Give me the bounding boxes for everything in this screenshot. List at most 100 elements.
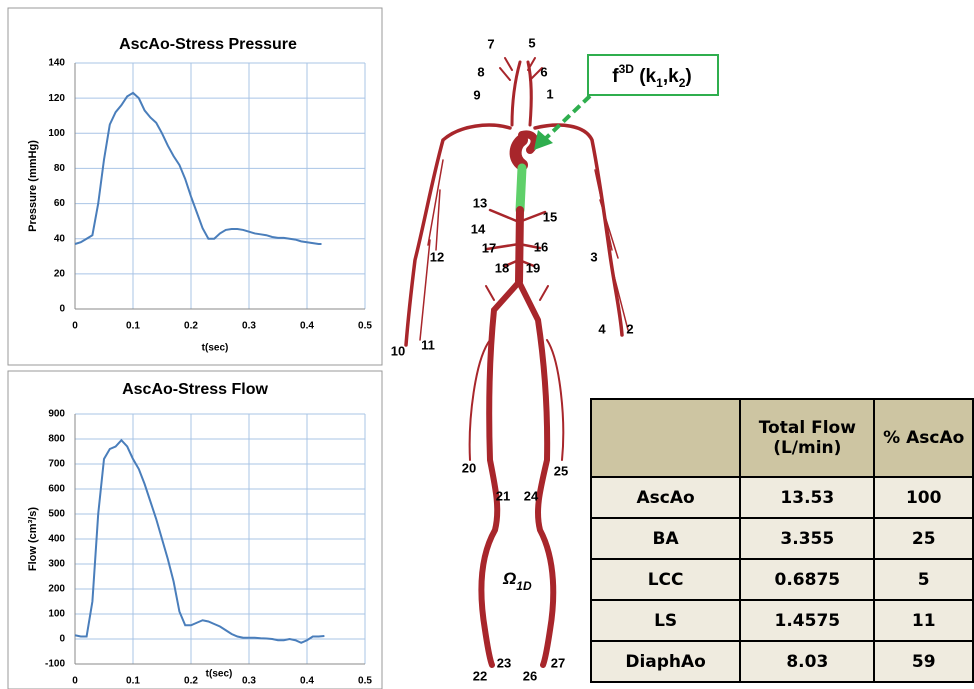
table-cell: 100 <box>873 476 974 519</box>
vessel-label: 5 <box>528 35 535 50</box>
y-axis-label: Pressure (mmHg) <box>27 140 39 232</box>
vessel-label: 22 <box>473 668 487 683</box>
label-part: Ω <box>502 569 516 588</box>
vessel-label: 21 <box>496 488 510 503</box>
label-part: (k <box>634 66 657 87</box>
y-tick-label: 300 <box>48 559 65 570</box>
y-tick-label: 0 <box>59 304 65 315</box>
x-tick-label: 0.5 <box>358 676 372 687</box>
vessel-label: 11 <box>421 337 435 352</box>
x-tick-label: 0.4 <box>300 676 314 687</box>
y-tick-label: 0 <box>59 634 65 645</box>
table-cell: 13.53 <box>739 476 876 519</box>
subscript: 2 <box>679 76 686 90</box>
table-cell: 8.03 <box>739 640 876 683</box>
y-tick-label: 500 <box>48 509 65 520</box>
chart-title: AscAo-Stress Pressure <box>119 36 297 53</box>
flow-table: Total Flow (L/min)% AscAo AscAo 13.53 100 B… <box>589 398 974 683</box>
table-row: LCC 0.6875 5 <box>589 558 974 601</box>
vessel-label: 23 <box>497 655 511 670</box>
header-cell <box>589 398 742 478</box>
vessel-label: 6 <box>540 64 547 79</box>
label-part: f <box>612 66 619 87</box>
vessel-label: 3 <box>590 249 597 264</box>
chart-frame <box>7 7 383 366</box>
coupling-label: f3D (k1,k2) <box>612 62 691 90</box>
coupling-arrow <box>542 94 592 142</box>
vessel-label: 19 <box>526 260 540 275</box>
table-row: AscAo 13.53 100 <box>589 476 974 519</box>
y-axis-label: Flow (cm³/s) <box>27 507 39 572</box>
table-cell: 5 <box>873 558 974 601</box>
x-tick-label: 0.5 <box>358 321 372 332</box>
x-axis-label: t(sec) <box>202 343 229 354</box>
vessel-label: 24 <box>524 488 539 503</box>
vessel-tree <box>404 57 629 668</box>
table-cell: 59 <box>873 640 974 683</box>
y-tick-label: 80 <box>54 163 66 174</box>
y-tick-label: 60 <box>54 198 66 209</box>
y-tick-label: 40 <box>54 233 66 244</box>
chart: -100 0 100 200 300 400 500 600 700 800 900 0 0.1 0.2 0… <box>27 381 372 686</box>
table-cell: 1.4575 <box>739 599 876 642</box>
y-tick-label: 400 <box>48 534 65 545</box>
subscript: 1D <box>516 579 532 593</box>
vessel-label: 12 <box>430 249 444 264</box>
table-row: LS 1.4575 11 <box>589 599 974 642</box>
x-tick-label: 0.1 <box>126 676 140 687</box>
vessel-label: 4 <box>598 321 606 336</box>
y-tick-label: 20 <box>54 268 66 279</box>
table-cell: 11 <box>873 599 974 642</box>
vessel-label: 15 <box>543 209 557 224</box>
x-tick-label: 0 <box>72 321 78 332</box>
vessel-label: 27 <box>551 655 565 670</box>
table-cell: 25 <box>873 517 974 560</box>
table-cell: DiaphAo <box>589 640 742 683</box>
vessel-label: 7 <box>487 36 494 51</box>
vessel-label: 9 <box>473 87 480 102</box>
x-tick-label: 0.3 <box>242 676 256 687</box>
y-tick-label: 600 <box>48 484 65 495</box>
table-cell: 3.355 <box>739 517 876 560</box>
header-cell: % AscAo <box>873 398 974 478</box>
vessel-label: 18 <box>495 260 509 275</box>
table-row: BA 3.355 25 <box>589 517 974 560</box>
x-tick-label: 0.2 <box>184 676 198 687</box>
x-tick-label: 0.2 <box>184 321 198 332</box>
vessel-label: 2 <box>626 321 633 336</box>
x-tick-label: 0 <box>72 676 78 687</box>
table-cell: BA <box>589 517 742 560</box>
label-part: ) <box>685 66 691 87</box>
data-line <box>74 91 322 245</box>
chart-title: AscAo-Stress Flow <box>122 381 268 398</box>
label-part: ,k <box>663 66 679 87</box>
data-line <box>74 438 325 644</box>
y-tick-label: 800 <box>48 434 65 445</box>
x-tick-label: 0.1 <box>126 321 140 332</box>
table-cell: LCC <box>589 558 742 601</box>
x-tick-label: 0.4 <box>300 321 314 332</box>
y-tick-label: 140 <box>48 58 65 69</box>
header-row: Total Flow (L/min)% AscAo <box>589 398 974 478</box>
y-tick-label: 100 <box>48 128 65 139</box>
table-cell: 0.6875 <box>739 558 876 601</box>
y-tick-label: 900 <box>48 409 65 420</box>
y-tick-label: 100 <box>48 609 65 620</box>
vessel-label: 8 <box>477 64 484 79</box>
table-cell: LS <box>589 599 742 642</box>
y-tick-label: 200 <box>48 584 65 595</box>
vessel-label: 1 <box>546 86 553 101</box>
arrow-head <box>534 130 553 150</box>
vessel-label: 17 <box>482 240 496 255</box>
vessel-label: 14 <box>471 221 486 236</box>
vessel-label: 10 <box>391 343 405 358</box>
y-tick-label: 120 <box>48 93 65 104</box>
chart: 0 20 40 60 80 100 120 140 0 0.1 0.2 0.3 0.4 0.5 AscAo-… <box>27 36 372 353</box>
table-row: DiaphAo 8.03 59 <box>589 640 974 683</box>
coupling-box <box>587 54 719 96</box>
supscript: 3D <box>619 62 635 76</box>
y-tick-label: 700 <box>48 459 65 470</box>
subscript: 1 <box>656 76 663 90</box>
